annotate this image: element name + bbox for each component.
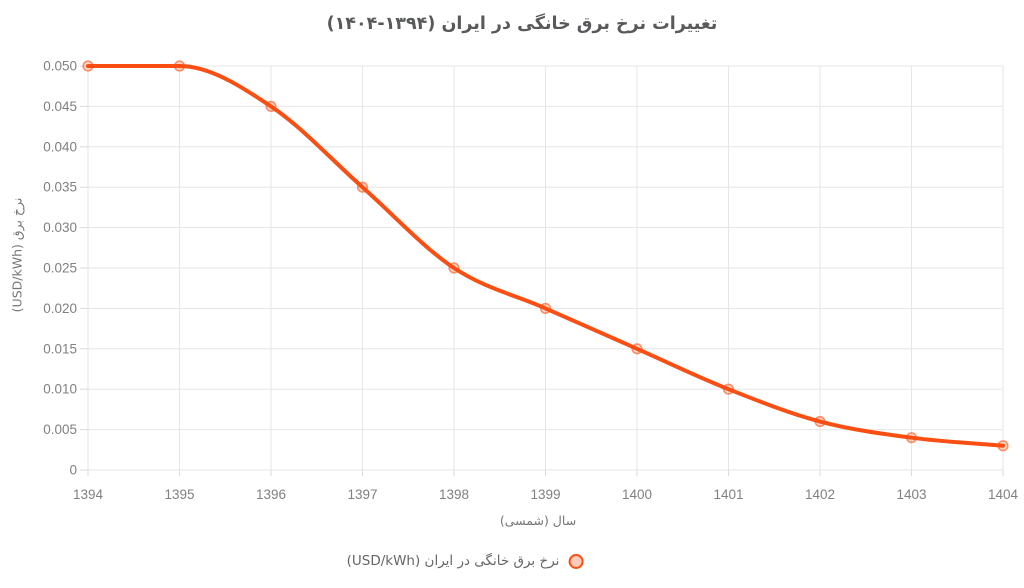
series-line <box>86 63 1005 448</box>
y-tick-label: 0.015 <box>43 341 77 356</box>
x-tick-label: 1403 <box>896 487 926 502</box>
y-tick-label: 0 <box>69 463 77 478</box>
x-tick-label: 1404 <box>988 487 1019 502</box>
data-point-1399[interactable] <box>539 302 552 315</box>
y-tick-label: 0.025 <box>43 261 77 276</box>
legend-marker-icon <box>568 553 584 569</box>
chart-title: تغییرات نرخ برق خانگی در ایران (۱۳۹۴-۱۴۰… <box>326 14 718 34</box>
x-tick-label: 1399 <box>530 487 560 502</box>
x-tick-label: 1402 <box>805 487 835 502</box>
legend[interactable]: نرخ برق خانگی در ایران (USD/kWh) <box>347 552 584 570</box>
x-tick-label: 1396 <box>256 487 286 502</box>
y-tick-label: 0.010 <box>43 382 77 397</box>
x-tick-label: 1398 <box>439 487 469 502</box>
data-point-1402[interactable] <box>814 415 826 428</box>
data-point-1401[interactable] <box>722 383 735 395</box>
y-tick-label: 0.030 <box>43 220 77 235</box>
y-tick-label: 0.020 <box>43 301 77 316</box>
data-point-1403[interactable] <box>905 432 918 444</box>
x-tick-label: 1394 <box>73 487 104 502</box>
legend-label: نرخ برق خانگی در ایران (USD/kWh) <box>346 553 560 569</box>
y-tick-label: 0.005 <box>43 422 77 437</box>
data-point-1398[interactable] <box>448 262 460 274</box>
data-point-1400[interactable] <box>631 343 643 355</box>
y-tick-label: 0.040 <box>43 139 77 154</box>
x-axis-title: سال (شمسی) <box>499 513 577 528</box>
x-tick-label: 1397 <box>347 487 377 502</box>
y-axis-title: نرخ برق (USD/kWh) <box>9 197 25 313</box>
x-tick-label: 1400 <box>622 487 652 502</box>
data-point-1395[interactable] <box>173 60 186 72</box>
y-tick-label: 0.045 <box>43 99 77 114</box>
data-point-1394[interactable] <box>82 60 94 72</box>
y-tick-label: 0.050 <box>43 59 77 74</box>
data-point-1396[interactable] <box>265 100 277 112</box>
x-tick-label: 1401 <box>713 487 743 502</box>
data-point-1404[interactable] <box>997 440 1009 452</box>
y-tick-label: 0.035 <box>43 180 77 195</box>
x-tick-label: 1395 <box>164 487 194 502</box>
data-point-1397[interactable] <box>356 181 369 193</box>
